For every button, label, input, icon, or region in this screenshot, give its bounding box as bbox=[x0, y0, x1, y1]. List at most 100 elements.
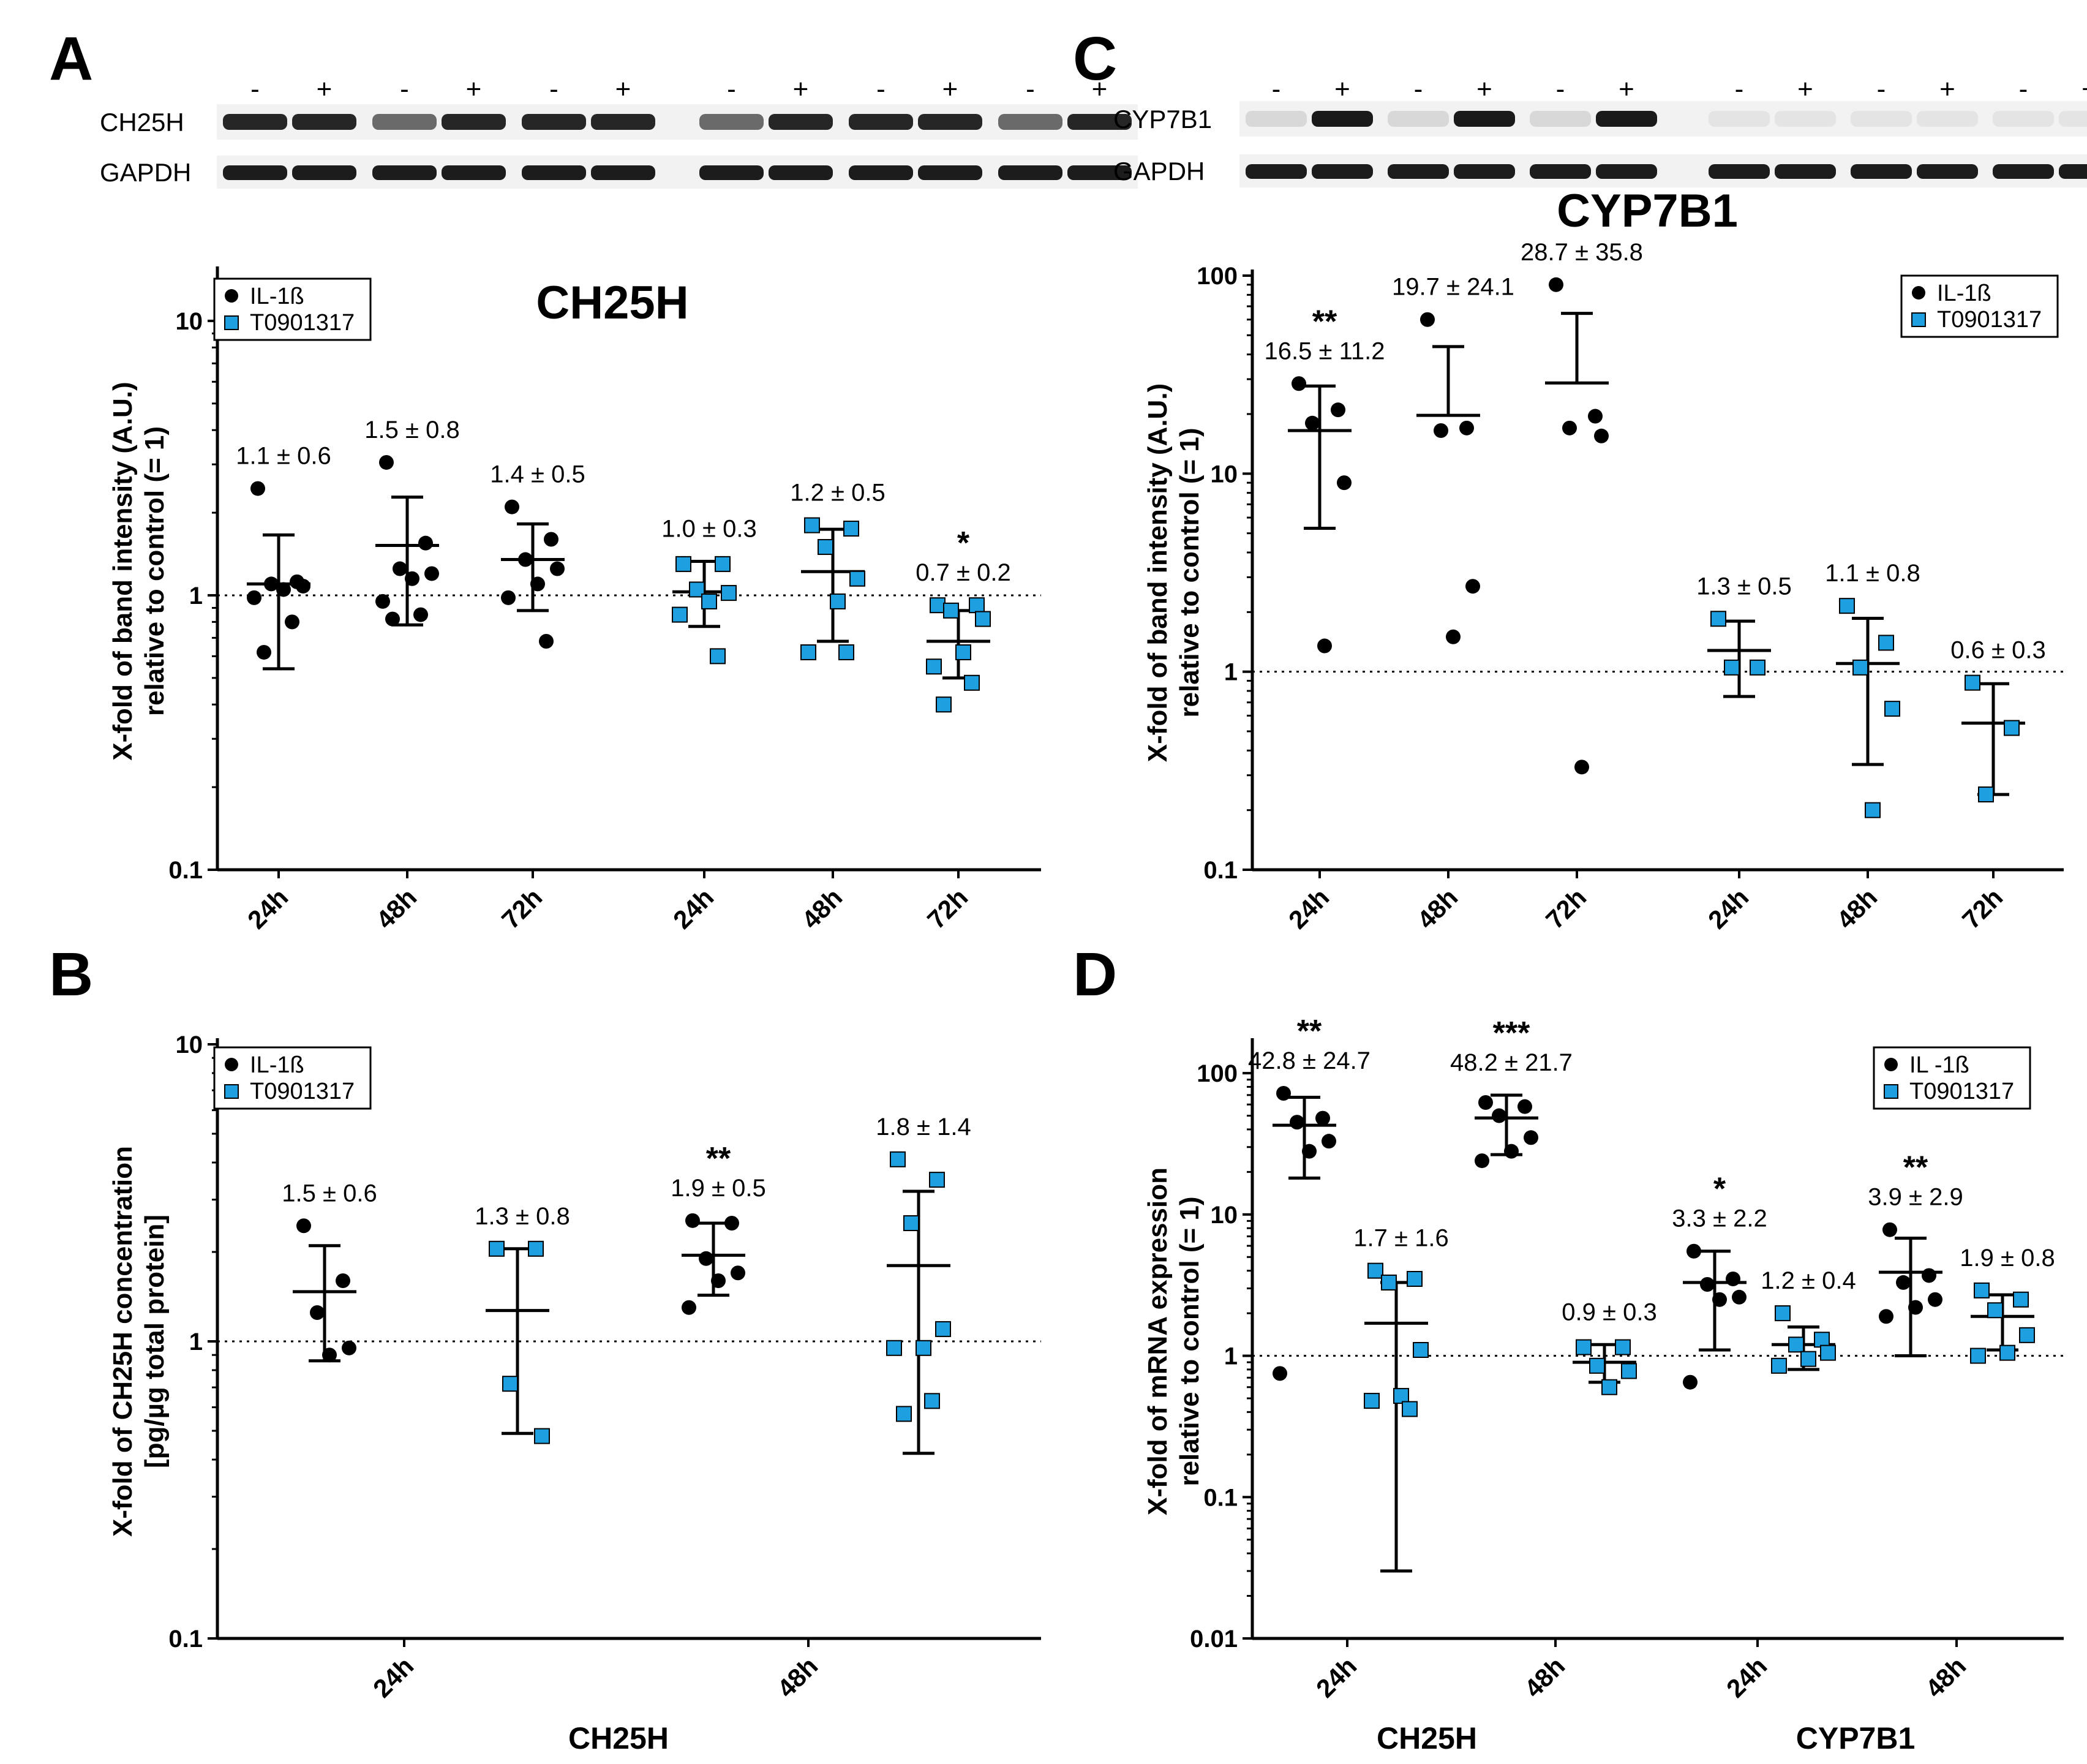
blot-band-gapdh bbox=[1709, 164, 1770, 179]
data-point-il1b bbox=[1922, 1268, 1936, 1283]
blot-band-gapdh bbox=[1312, 164, 1373, 179]
y-tick-label: 0.01 bbox=[1190, 1626, 1238, 1653]
data-point-t09 bbox=[1800, 1351, 1816, 1367]
blot-band bbox=[591, 114, 655, 130]
blot-band-gapdh bbox=[998, 165, 1062, 180]
data-point-il1b bbox=[1337, 475, 1352, 491]
y-tick-label: 0.1 bbox=[168, 857, 203, 884]
blot-band bbox=[292, 114, 356, 130]
data-point-t09 bbox=[1852, 659, 1868, 676]
data-point-il1b bbox=[1732, 1289, 1747, 1305]
data-point-t09 bbox=[715, 556, 731, 572]
data-point-t09 bbox=[896, 1406, 912, 1422]
x-tick-label: 24h bbox=[1310, 1651, 1362, 1703]
data-point-il1b bbox=[1331, 402, 1345, 418]
panel-label: C bbox=[1073, 24, 1117, 93]
blot-band-gapdh bbox=[1993, 164, 2054, 179]
x-tick-label: 72h bbox=[1957, 883, 2008, 934]
data-point-t09 bbox=[672, 606, 688, 623]
data-point-t09 bbox=[930, 597, 946, 614]
blot-lane-sign: - bbox=[1556, 74, 1565, 104]
blot-band bbox=[699, 114, 764, 130]
data-point-il1b bbox=[1290, 1115, 1304, 1130]
data-point-t09 bbox=[489, 1240, 505, 1257]
y-axis-label-line: [pg/µg total protein] bbox=[140, 1215, 170, 1468]
data-point-t09 bbox=[1710, 611, 1726, 627]
blot-band bbox=[223, 114, 287, 130]
blot-lane-sign: + bbox=[317, 74, 333, 104]
blot-band-gapdh bbox=[769, 165, 833, 180]
blot-lane-sign: - bbox=[2019, 74, 2028, 104]
blot-band-gapdh bbox=[849, 165, 913, 180]
x-group-label: CH25H bbox=[1377, 1721, 1477, 1755]
western-blot: CH25H GAPDH - + - + - + - + - + - + bbox=[100, 74, 1138, 189]
x-group-label: CH25H bbox=[568, 1721, 669, 1755]
blot-band-gapdh bbox=[223, 165, 287, 180]
x-tick-label: 24h bbox=[367, 1651, 419, 1703]
y-tick-label: 10 bbox=[1211, 461, 1238, 488]
blot-lane-sign: - bbox=[1414, 74, 1423, 104]
blot-band-gapdh bbox=[1388, 164, 1449, 179]
panel-label: D bbox=[1073, 940, 1117, 1009]
data-point-t09 bbox=[1402, 1401, 1418, 1417]
blot-band bbox=[918, 114, 982, 130]
data-point-t09 bbox=[1413, 1341, 1429, 1358]
data-point-il1b bbox=[518, 552, 533, 567]
panel-c: C CYP7B1 0.1 1 10 100 X-fold of band intensity… bbox=[1073, 24, 2087, 935]
data-group: 1.1 ± 0.8 bbox=[1825, 560, 1920, 818]
blot-band bbox=[1312, 111, 1373, 127]
blot-band-gapdh bbox=[372, 165, 437, 180]
significance-star: * bbox=[1713, 1172, 1726, 1207]
blot-lane-sign: + bbox=[1797, 74, 1813, 104]
legend-box bbox=[1873, 1046, 2031, 1110]
blot-band-gapdh bbox=[1067, 165, 1132, 180]
blot-row-label: GAPDH bbox=[1113, 157, 1205, 186]
mean-sd-label: 28.7 ± 35.8 bbox=[1521, 239, 1643, 266]
data-point-t09 bbox=[843, 521, 859, 537]
data-point-il1b bbox=[1465, 579, 1480, 594]
data-point-t09 bbox=[955, 644, 971, 660]
data-point-il1b bbox=[379, 454, 394, 470]
data-point-t09 bbox=[1393, 1388, 1409, 1404]
blot-band bbox=[522, 114, 586, 130]
blot-band bbox=[1388, 111, 1449, 127]
significance-star: *** bbox=[1493, 1016, 1530, 1051]
mean-sd-label: 48.2 ± 21.7 bbox=[1450, 1049, 1573, 1076]
blot-band bbox=[1709, 111, 1770, 127]
blot-lane-sign: + bbox=[2081, 74, 2087, 104]
data-point-il1b bbox=[1276, 1086, 1291, 1101]
y-axis-label-line: relative to control (= 1) bbox=[140, 426, 170, 716]
data-point-t09 bbox=[1407, 1271, 1423, 1287]
blot-band-gapdh bbox=[591, 165, 655, 180]
x-tick-label: 72h bbox=[922, 883, 973, 934]
data-group: 1.7 ± 1.6 bbox=[1353, 1225, 1449, 1573]
data-point-t09 bbox=[924, 1393, 940, 1409]
data-point-t09 bbox=[1965, 674, 1980, 691]
y-tick-label: 10 bbox=[1211, 1202, 1238, 1229]
blot-band bbox=[1530, 111, 1591, 127]
data-group: 1.5 ± 0.8 bbox=[364, 417, 460, 627]
data-point-il1b bbox=[276, 582, 291, 597]
blot-strip-bg bbox=[217, 104, 1138, 140]
data-point-il1b bbox=[413, 607, 428, 622]
y-axis-label: X-fold of CH25H concentration[pg/µg tota… bbox=[108, 1146, 170, 1537]
data-point-il1b bbox=[1317, 638, 1332, 654]
data-point-il1b bbox=[1420, 312, 1435, 327]
data-point-il1b bbox=[336, 1273, 350, 1289]
data-group: 3.3 ± 2.2* bbox=[1672, 1172, 1767, 1390]
data-point-il1b bbox=[1517, 1099, 1532, 1114]
data-point-il1b bbox=[731, 1265, 745, 1281]
blot-band bbox=[372, 114, 437, 130]
blot-band bbox=[1454, 111, 1515, 127]
y-axis-label: X-fold of mRNA expressionrelative to con… bbox=[1143, 1167, 1205, 1515]
data-point-t09 bbox=[936, 696, 952, 713]
data-point-t09 bbox=[800, 644, 816, 660]
data-point-il1b bbox=[342, 1340, 356, 1355]
data-point-t09 bbox=[903, 1215, 919, 1231]
blot-band bbox=[769, 114, 833, 130]
data-point-t09 bbox=[975, 611, 991, 627]
data-point-il1b bbox=[1446, 629, 1461, 644]
blot-band bbox=[442, 114, 506, 130]
chart-title: CH25H bbox=[536, 277, 688, 329]
